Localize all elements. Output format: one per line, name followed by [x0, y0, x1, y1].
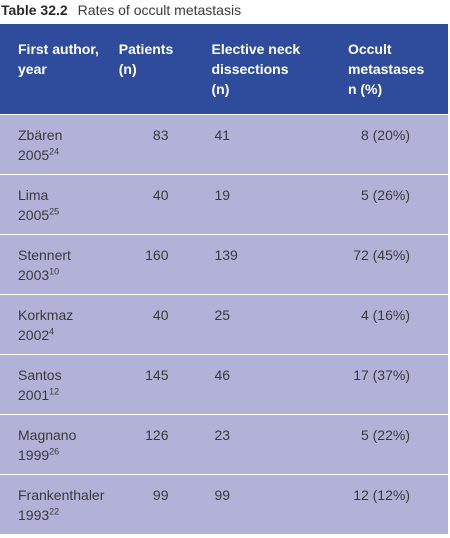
author-name: Frankenthaler — [18, 486, 105, 503]
table-title: Rates of occult metastasis — [77, 2, 242, 18]
cell-dissections: 19 — [214, 186, 231, 203]
table-row: Frankenthaler 199322 99 99 12 (12%) — [0, 474, 448, 534]
cell-patients: 83 — [152, 126, 169, 143]
reference-superscript: 22 — [49, 505, 60, 516]
cell-occult: 72 (45%) — [353, 246, 410, 263]
cell-patients: 99 — [152, 486, 169, 503]
cell-author: Magnano 199926 — [0, 414, 119, 474]
header-occult: Occult metastases n (%) — [348, 24, 448, 114]
cell-author: Santos 200112 — [0, 354, 119, 414]
header-row: First author, year Patients (n) Elective… — [0, 24, 448, 114]
cell-dissections: 99 — [214, 486, 231, 503]
cell-occult: 12 (12%) — [353, 486, 410, 503]
author-year: 199926 — [18, 445, 119, 465]
reference-superscript: 4 — [49, 325, 55, 336]
occult-metastasis-table: First author, year Patients (n) Elective… — [0, 24, 448, 534]
cell-dissections: 23 — [214, 426, 231, 443]
table-row: Lima 200525 40 19 5 (26%) — [0, 174, 448, 234]
reference-superscript: 10 — [49, 265, 60, 276]
cell-patients: 160 — [145, 246, 169, 263]
author-year: 200525 — [18, 205, 119, 225]
table-row: Magnano 199926 126 23 5 (22%) — [0, 414, 448, 474]
header-patients: Patients (n) — [119, 24, 212, 114]
header-dissections: Elective neck dissections (n) — [211, 24, 347, 114]
year: 2005 — [18, 206, 50, 223]
table-header: First author, year Patients (n) Elective… — [0, 24, 448, 114]
cell-patients: 126 — [145, 426, 169, 443]
header-dissections-line1: Elective neck — [211, 41, 301, 57]
header-occult-line3: n (%) — [347, 81, 383, 97]
author-year: 200310 — [18, 265, 119, 285]
cell-dissections: 41 — [214, 126, 231, 143]
year: 1993 — [18, 506, 50, 523]
table-caption: Table 32.2 Rates of occult metastasis — [0, 0, 450, 24]
cell-author: Lima 200525 — [0, 174, 119, 234]
author-year: 20024 — [18, 325, 119, 345]
cell-dissections: 139 — [214, 246, 238, 263]
cell-dissections: 25 — [214, 306, 231, 323]
cell-author: Zbären 200524 — [0, 114, 119, 174]
header-occult-line1: Occult — [347, 41, 392, 57]
cell-patients: 40 — [152, 186, 169, 203]
table-row: Santos 200112 145 46 17 (37%) — [0, 354, 448, 414]
table-row: Korkmaz 20024 40 25 4 (16%) — [0, 294, 448, 354]
cell-author: Stennert 200310 — [0, 234, 119, 294]
table-body: Zbären 200524 83 41 8 (20%) Lima 200525 … — [0, 114, 448, 534]
cell-occult: 5 (26%) — [360, 186, 410, 203]
reference-superscript: 24 — [49, 145, 60, 156]
author-name: Korkmaz — [18, 306, 74, 323]
cell-author: Korkmaz 20024 — [0, 294, 119, 354]
cell-occult: 5 (22%) — [360, 426, 410, 443]
author-year: 199322 — [18, 505, 119, 525]
cell-occult: 17 (37%) — [353, 366, 410, 383]
header-author-year-line2: year — [18, 61, 47, 77]
header-patients-line1: Patients — [118, 41, 174, 57]
author-year: 200524 — [18, 145, 119, 165]
table-row: Zbären 200524 83 41 8 (20%) — [0, 114, 448, 174]
table-row: Stennert 200310 160 139 72 (45%) — [0, 234, 448, 294]
cell-occult: 4 (16%) — [360, 306, 410, 323]
reference-superscript: 26 — [49, 445, 60, 456]
year: 1999 — [18, 446, 50, 463]
author-year: 200112 — [18, 385, 119, 405]
header-author-year-line1: First author, — [18, 41, 99, 57]
header-occult-line2: metastases — [347, 61, 425, 77]
header-patients-line2: (n) — [118, 61, 137, 77]
year: 2005 — [18, 146, 50, 163]
year: 2002 — [18, 326, 50, 343]
table-number: Table 32.2 — [1, 2, 68, 18]
author-name: Magnano — [18, 426, 77, 443]
cell-dissections: 46 — [214, 366, 231, 383]
header-author-year: First author, year — [0, 24, 119, 114]
author-name: Lima — [18, 186, 49, 203]
author-name: Zbären — [18, 126, 63, 143]
year: 2003 — [18, 266, 50, 283]
author-name: Santos — [18, 366, 62, 383]
year: 2001 — [18, 386, 50, 403]
author-name: Stennert — [18, 246, 71, 263]
cell-patients: 40 — [152, 306, 169, 323]
reference-superscript: 25 — [49, 205, 60, 216]
reference-superscript: 12 — [49, 385, 60, 396]
cell-author: Frankenthaler 199322 — [0, 474, 119, 534]
cell-occult: 8 (20%) — [360, 126, 410, 143]
header-dissections-line3: (n) — [211, 81, 230, 97]
header-dissections-line2: dissections — [211, 61, 289, 77]
cell-patients: 145 — [145, 366, 169, 383]
